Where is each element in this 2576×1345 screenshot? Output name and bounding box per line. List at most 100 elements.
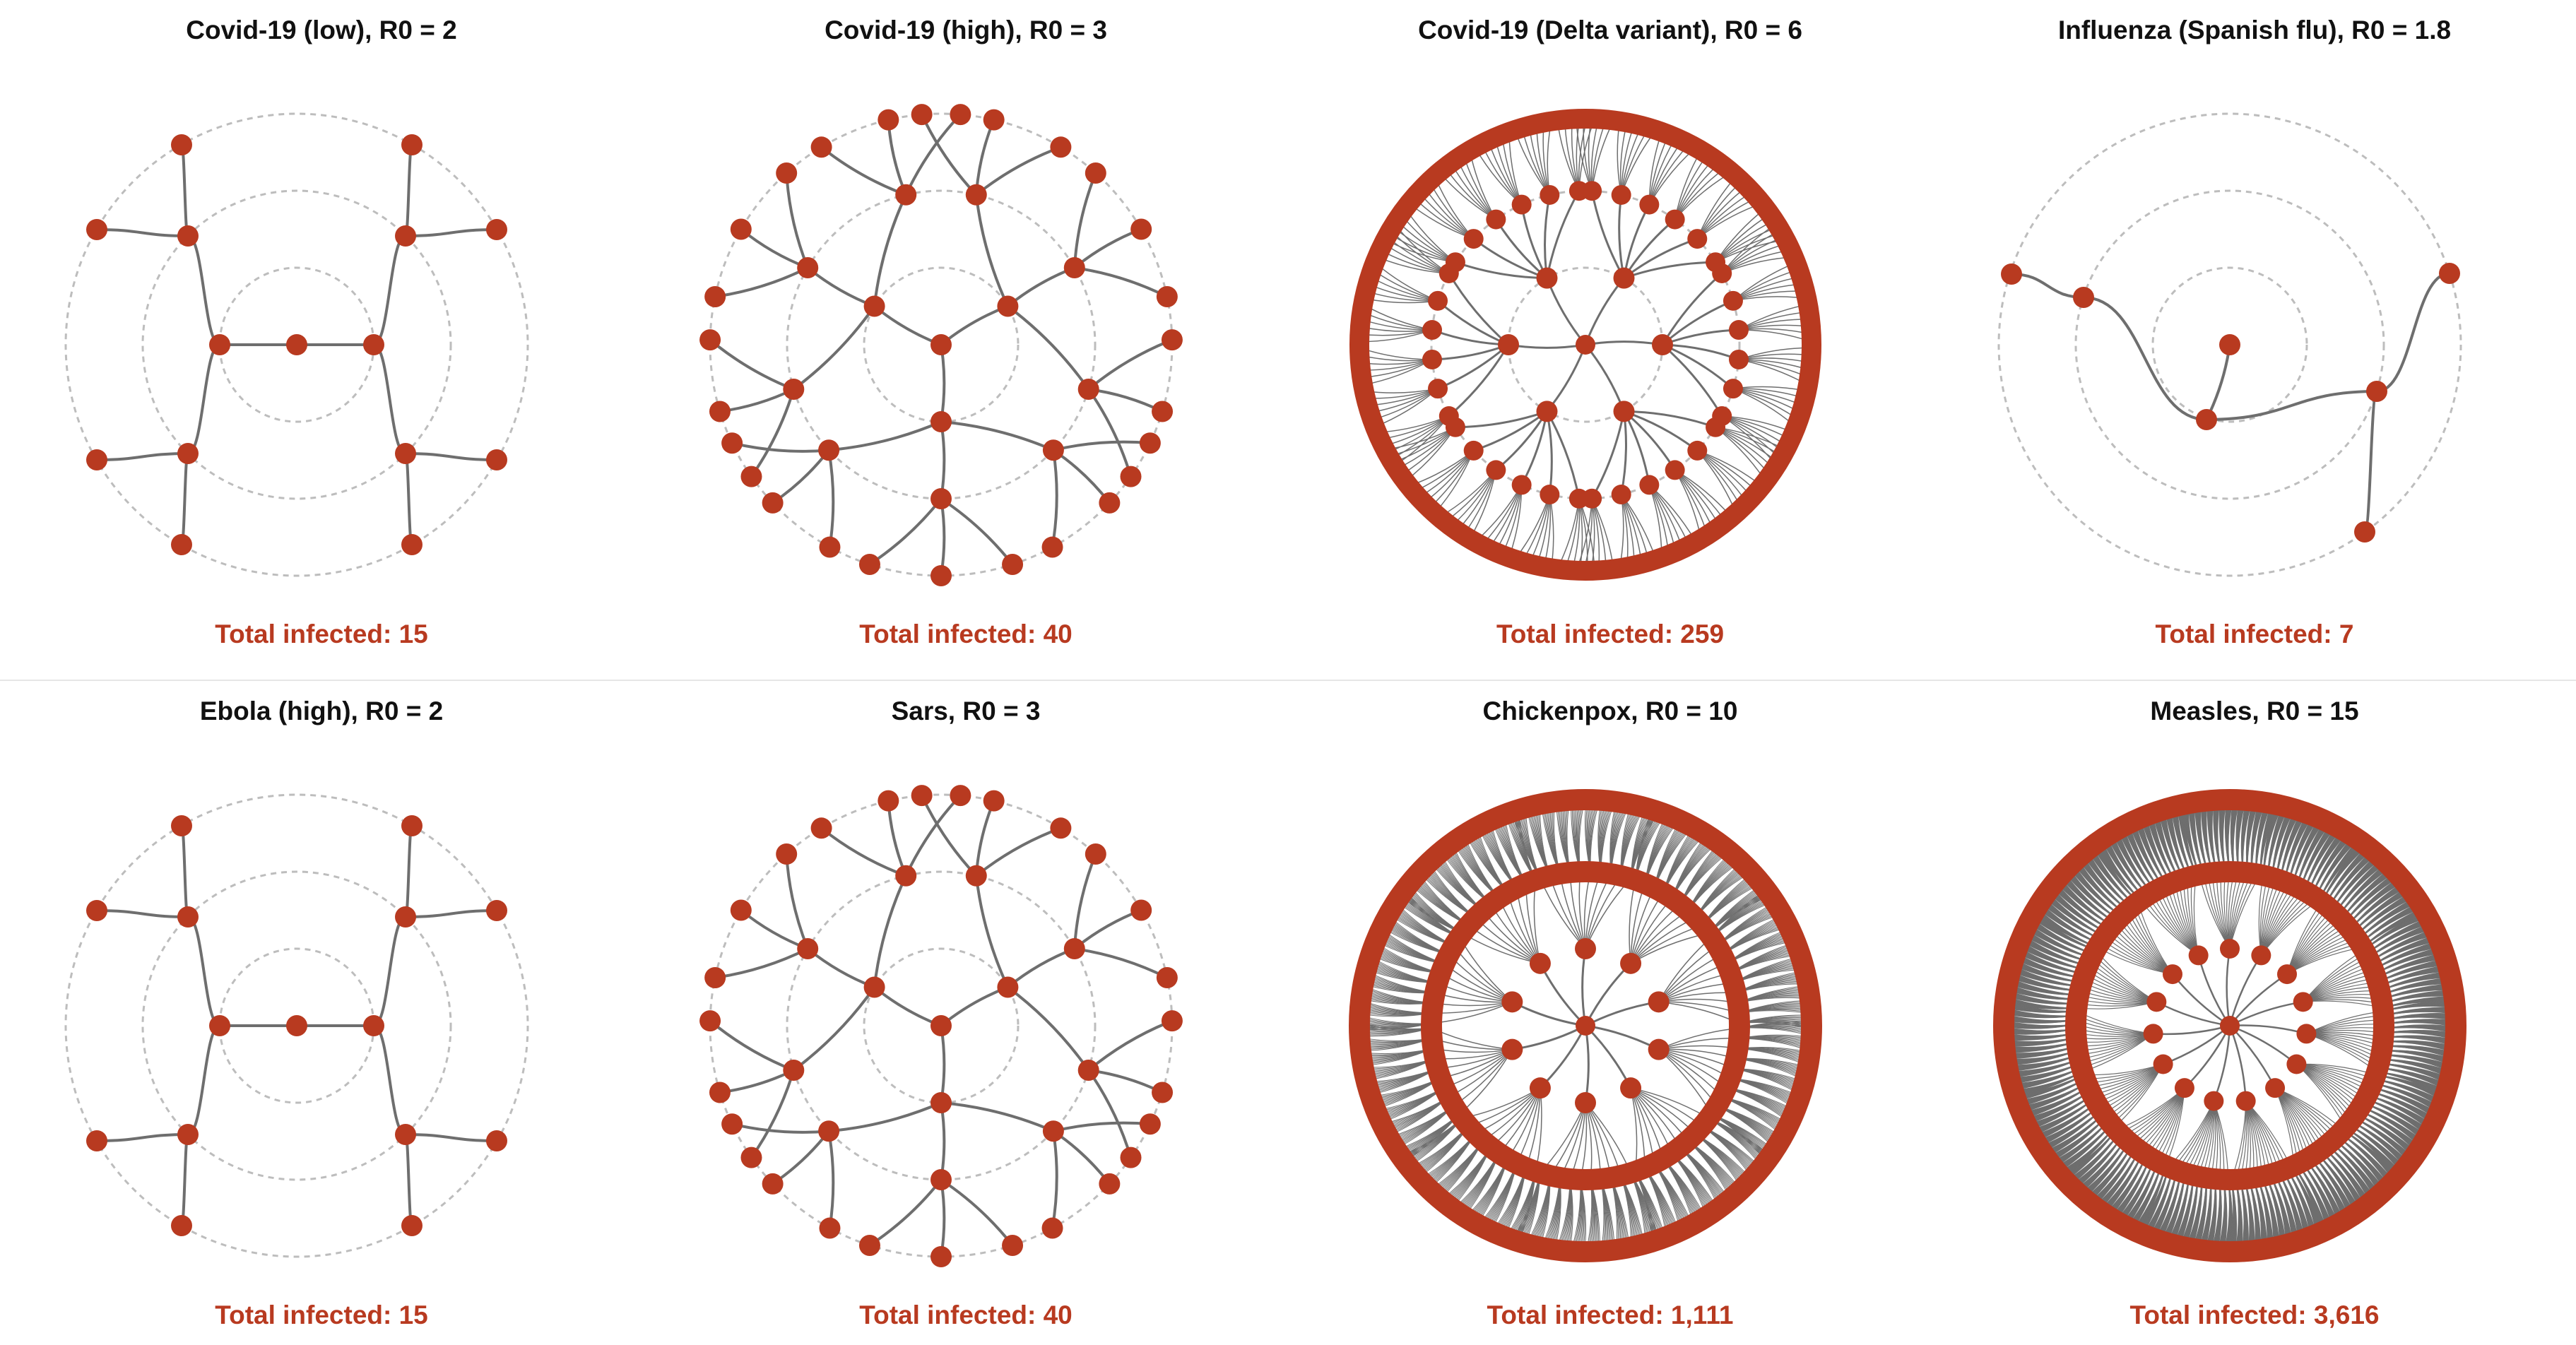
transmission-edge bbox=[1662, 273, 1722, 345]
transmission-edge bbox=[1075, 268, 1167, 297]
transmission-edge bbox=[1585, 342, 1662, 345]
infected-node bbox=[1152, 401, 1173, 422]
transmission-edge bbox=[1359, 355, 1432, 361]
transmission-edge bbox=[976, 876, 1008, 988]
transmission-edge bbox=[1053, 442, 1150, 451]
infected-node bbox=[983, 109, 1005, 131]
transmission-edge bbox=[1585, 879, 1631, 949]
infected-node bbox=[363, 1015, 384, 1036]
infected-node bbox=[171, 815, 192, 836]
infected-node bbox=[1575, 1092, 1596, 1113]
infected-node bbox=[966, 184, 987, 206]
transmission-edge bbox=[2084, 297, 2206, 420]
transmission-edge bbox=[1496, 220, 1547, 278]
transmission-edge bbox=[786, 173, 808, 268]
transmission-edge bbox=[710, 340, 793, 389]
infection-tree bbox=[1933, 681, 2576, 1345]
transmission-edge bbox=[188, 917, 220, 1026]
transmission-edge bbox=[875, 307, 941, 345]
infected-node bbox=[395, 225, 416, 247]
transmission-edge bbox=[808, 268, 874, 307]
diagram-panel: Ebola (high), R0 = 2 Total infected: 15 bbox=[0, 681, 643, 1345]
transmission-edge bbox=[1449, 273, 1508, 345]
transmission-edge bbox=[406, 826, 412, 917]
transmission-edge bbox=[1053, 450, 1109, 503]
infected-node bbox=[699, 1010, 721, 1031]
infected-node bbox=[401, 815, 423, 836]
transmission-edge bbox=[1460, 937, 1513, 1002]
transmission-edge bbox=[1688, 862, 1741, 911]
transmission-edge bbox=[1659, 1002, 1739, 1023]
infected-node bbox=[177, 443, 199, 464]
infected-node bbox=[1648, 1039, 1670, 1060]
transmission-edge bbox=[773, 1131, 829, 1184]
infected-node bbox=[1569, 489, 1589, 509]
infected-node bbox=[731, 219, 752, 240]
infected-node bbox=[864, 977, 885, 998]
infected-node bbox=[486, 900, 507, 921]
transmission-edge bbox=[829, 450, 833, 547]
transmission-edge bbox=[406, 454, 497, 460]
infected-node bbox=[762, 492, 784, 514]
infected-node bbox=[1501, 991, 1523, 1012]
transmission-edge bbox=[2011, 274, 2084, 297]
infected-node bbox=[1140, 1113, 1161, 1134]
infected-node bbox=[1121, 466, 1142, 487]
infected-node bbox=[2196, 409, 2217, 430]
transmission-edge bbox=[710, 1021, 793, 1070]
transmission-edge bbox=[793, 307, 874, 390]
infection-tree bbox=[644, 0, 1287, 664]
infected-node bbox=[1078, 1060, 1099, 1081]
diagram-panel: Measles, R0 = 15 Total infected: 3,616 bbox=[1933, 681, 2576, 1345]
infected-node bbox=[930, 334, 952, 355]
infected-node bbox=[704, 286, 726, 307]
transmission-edge bbox=[1547, 278, 1586, 345]
infection-tree bbox=[1933, 0, 2576, 664]
transmission-edge bbox=[406, 1134, 412, 1226]
transmission-edge bbox=[941, 499, 944, 576]
infected-node bbox=[401, 134, 423, 155]
transmission-edge bbox=[1053, 1131, 1109, 1184]
transmission-edge bbox=[715, 949, 808, 978]
infected-node bbox=[1582, 181, 1602, 201]
infected-node bbox=[1501, 1039, 1523, 1060]
infected-node bbox=[721, 1113, 743, 1134]
transmission-edge bbox=[406, 145, 412, 236]
infected-node bbox=[1620, 1077, 1641, 1098]
infected-node bbox=[1042, 537, 1063, 558]
infected-node bbox=[1486, 460, 1506, 480]
transmission-edge bbox=[906, 795, 960, 876]
infected-node bbox=[86, 449, 107, 470]
infected-node bbox=[930, 488, 952, 509]
transmission-edge bbox=[1432, 330, 1508, 345]
infected-node bbox=[177, 225, 199, 247]
infected-node bbox=[1614, 401, 1635, 422]
infected-node bbox=[1064, 257, 1085, 278]
infected-node bbox=[395, 1124, 416, 1145]
infected-node bbox=[486, 1130, 507, 1151]
transmission-edge bbox=[188, 1026, 220, 1134]
infected-node bbox=[1422, 350, 1442, 369]
infected-node bbox=[2439, 263, 2460, 284]
transmission-edge bbox=[941, 1180, 1012, 1245]
infected-node bbox=[1162, 329, 1183, 350]
transmission-edge bbox=[97, 454, 188, 460]
infected-node bbox=[818, 1120, 839, 1142]
transmission-edge bbox=[941, 1026, 944, 1103]
transmission-edge bbox=[875, 195, 906, 307]
transmission-edge bbox=[976, 195, 1008, 307]
infected-node bbox=[395, 906, 416, 928]
infected-node bbox=[1512, 475, 1532, 494]
infected-node bbox=[811, 817, 832, 839]
infected-node bbox=[819, 1218, 840, 1239]
infected-node bbox=[1537, 268, 1558, 289]
transmission-edge bbox=[1522, 411, 1547, 485]
transmission-edge bbox=[793, 988, 874, 1071]
transmission-edge bbox=[2206, 391, 2377, 420]
infected-node bbox=[171, 534, 192, 555]
transmission-edge bbox=[1540, 1103, 1585, 1173]
transmission-edge bbox=[888, 801, 906, 876]
infected-node bbox=[859, 1235, 880, 1256]
transmission-edge bbox=[1008, 268, 1074, 307]
transmission-edge bbox=[374, 345, 406, 454]
